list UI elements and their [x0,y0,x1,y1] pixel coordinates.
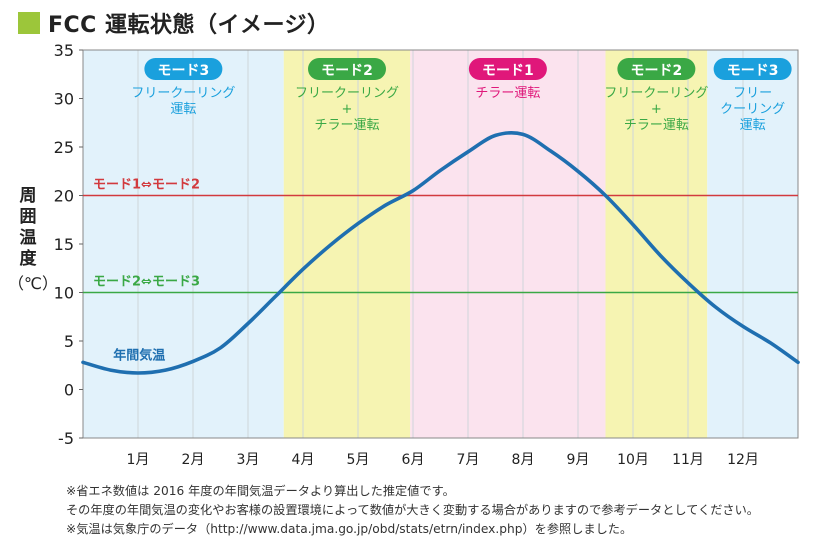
footnotes: ※省エネ数値は 2016 年度の年間気温データより算出した推定値です。 その年度… [66,482,826,539]
mode-band [707,50,798,438]
temperature-chart: 35 30 25 20 15 10 5 0 -5 1月 2月 3月 4月 5月 6月 7月 8月 9月 10月 11月… [54,41,800,468]
mode-badge-label: モード3 [158,63,210,79]
chart-title-bar: FCC 運転状態（イメージ） [18,8,330,38]
mode-description: フリークーリング [131,86,235,101]
mode-description: チラー運転 [624,118,689,133]
x-tick-label: 10月 [617,452,649,468]
series-label: 年間気温 [113,347,165,363]
y-tick-label: 10 [54,284,74,303]
x-tick-label: 11月 [672,452,704,468]
x-tick-label: 5月 [347,452,370,468]
x-tick-label: 7月 [457,452,480,468]
y-axis-label-char: 周 [19,186,37,206]
mode-description: 運転 [170,102,196,117]
x-tick-label: 12月 [727,452,759,468]
mode-description: チラー運転 [314,118,379,133]
footnote-line: その年度の年間気温の変化やお客様の設置環境によって数値が大きく変動する場合があり… [66,503,759,517]
chart-title: FCC 運転状態（イメージ） [48,13,330,38]
mode-badge-label: モード1 [482,63,534,79]
x-tick-label: 9月 [567,452,590,468]
mode-badge [713,58,792,80]
y-tick-label: 5 [64,332,74,351]
x-tick-label: 3月 [237,452,260,468]
y-axis-label: 周 囲 温 度 （℃） [8,186,58,294]
mode-band [605,50,708,438]
x-tick-label: 4月 [292,452,315,468]
footnote-line: ※省エネ数値は 2016 年度の年間気温データより算出した推定値です。 [66,484,455,498]
y-axis-label-text: 周 囲 温 度 [8,186,48,270]
mode-description: 運転 [740,118,766,133]
mode-description: フリークーリング [604,86,708,101]
mode-band [410,50,606,438]
mode-badge-label: モード2 [631,63,683,79]
mode-badge [144,58,223,80]
y-axis-label-char: 温 [19,228,37,248]
y-axis-label-char: 囲 [19,207,37,227]
mode-badge [617,58,696,80]
x-tick-label: 2月 [182,452,205,468]
footnote-line: ※気温は気象庁のデータ（http://www.data.jma.go.jp/ob… [66,522,633,536]
y-tick-label: 25 [54,138,74,157]
mode-description: クーリング [720,102,785,117]
annual-temperature-line [81,131,800,375]
y-tick-label: 15 [54,235,74,254]
mode-badge-label: モード2 [321,63,373,79]
mode-description: フリークーリング [295,86,399,101]
y-axis-label-char: 度 [19,249,37,269]
threshold-label: モード1⇔モード2 [93,178,200,193]
mode-description: + [651,102,662,117]
mode-badge [468,58,547,80]
mode-badge-label: モード3 [727,63,779,79]
mode-band [283,50,411,438]
y-tick-label: -5 [58,429,74,448]
y-tick-label: 0 [64,381,74,400]
mode-description: + [342,102,353,117]
x-tick-label: 8月 [512,452,535,468]
mode-band [83,50,284,438]
y-tick-label: 30 [54,90,74,109]
x-tick-label: 6月 [402,452,425,468]
y-tick-label: 35 [54,41,74,60]
x-tick-label: 1月 [127,452,150,468]
threshold-label: モード2⇔モード3 [93,275,200,290]
y-axis-unit: （℃） [8,274,58,293]
title-square-icon [18,12,40,34]
mode-badge [308,58,386,80]
mode-description: チラー運転 [475,86,540,101]
y-tick-label: 20 [54,187,74,206]
mode-description: フリー [733,86,772,101]
